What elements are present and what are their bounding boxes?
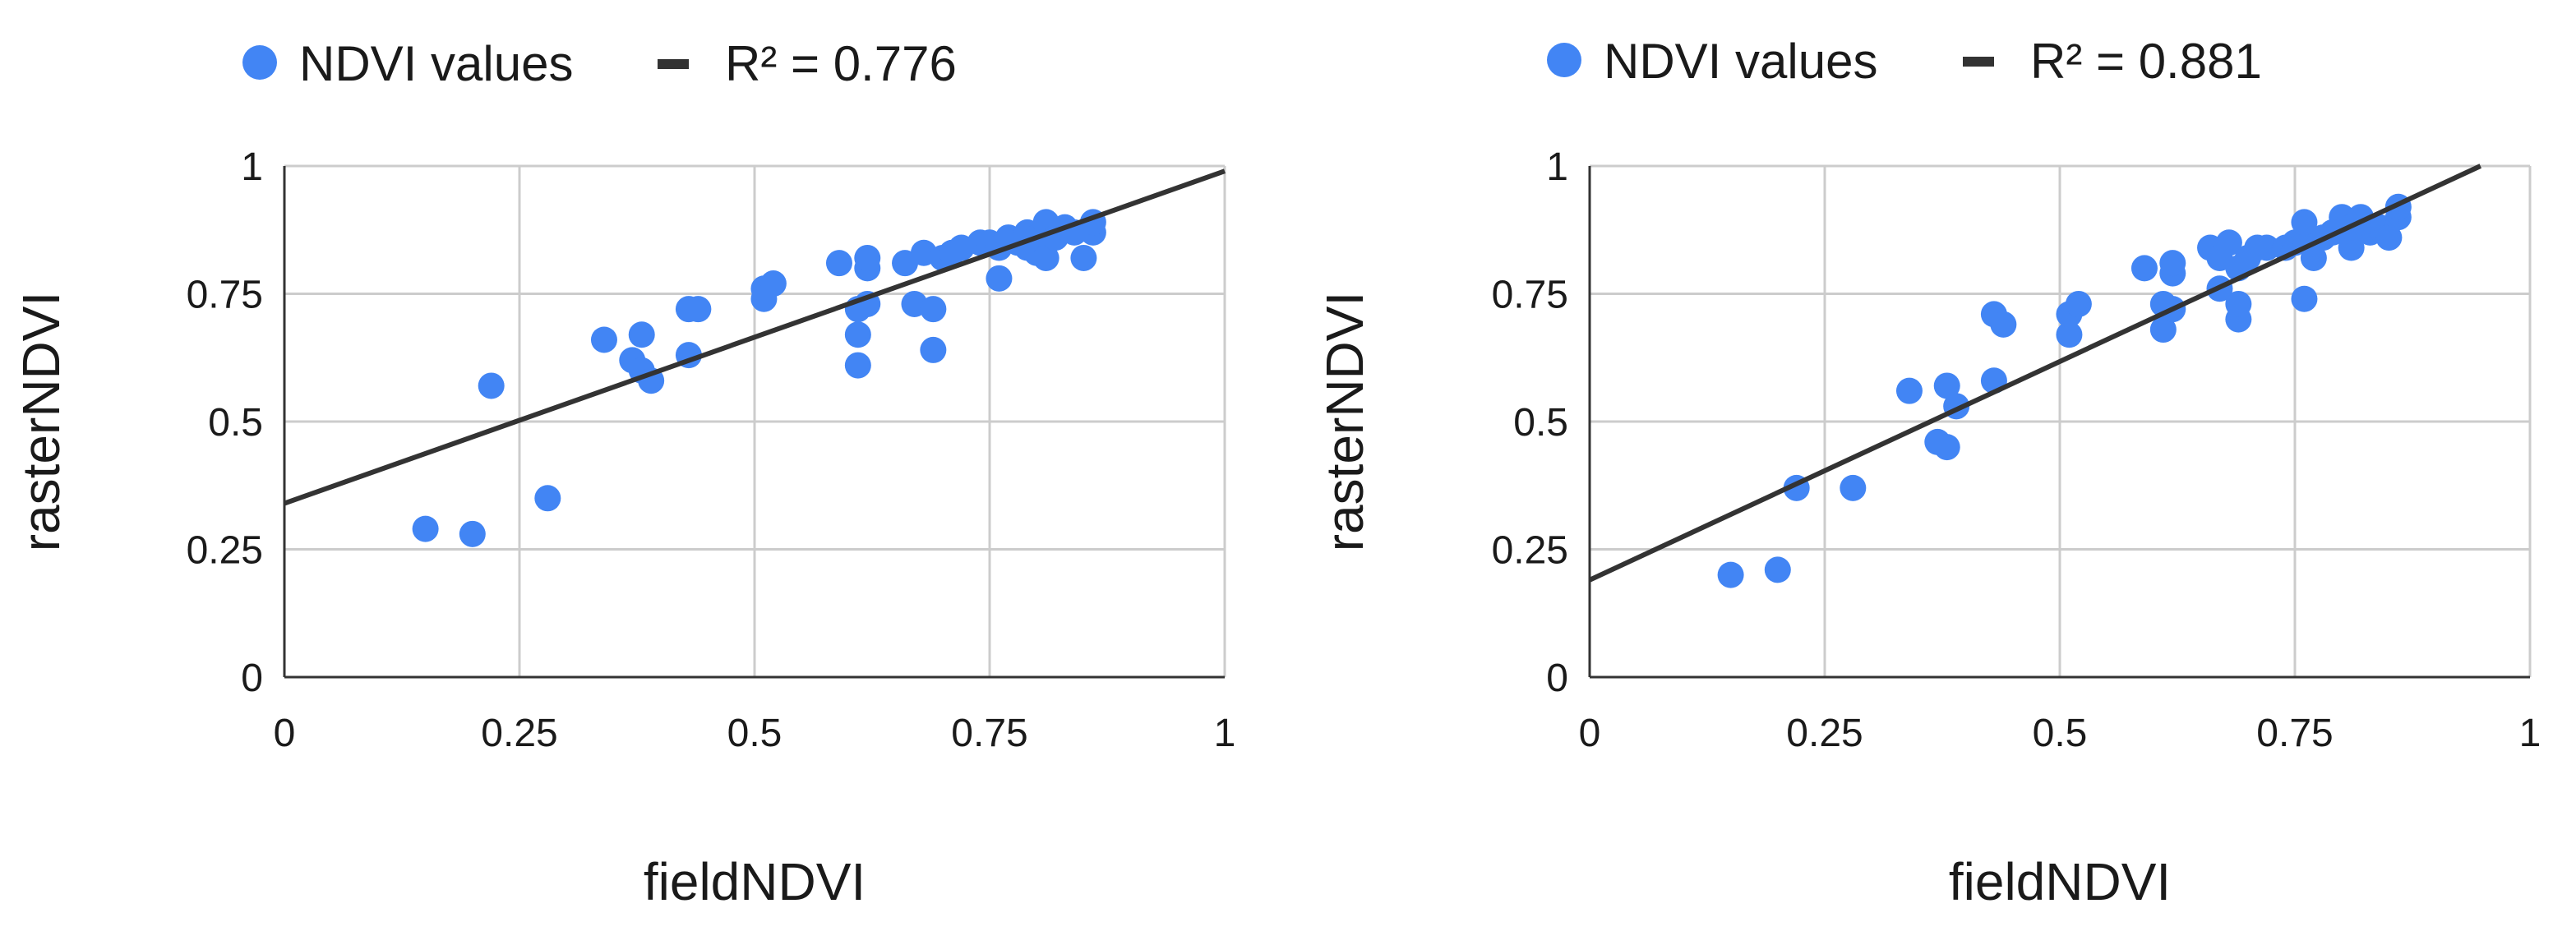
x-tick-label: 1 — [2519, 712, 2541, 755]
data-point — [1764, 556, 1791, 583]
legend-trend-marker — [1963, 57, 1994, 67]
data-point — [2065, 290, 2092, 317]
y-axis-title: rasterNDVI — [12, 292, 71, 552]
y-tick-label: 0 — [1546, 657, 1568, 700]
y-tick-label: 0.75 — [187, 274, 263, 317]
data-point — [1933, 434, 1960, 461]
x-tick-label: 0.75 — [2256, 712, 2333, 755]
data-point — [920, 296, 947, 323]
data-point — [590, 326, 617, 353]
data-point — [1990, 311, 2017, 338]
legend-trend-label: R² = 0.881 — [2030, 34, 2262, 89]
data-point — [628, 321, 655, 348]
y-tick-label: 0.25 — [187, 529, 263, 573]
data-point — [1895, 377, 1923, 404]
data-point — [844, 321, 871, 348]
y-tick-label: 0.5 — [1513, 401, 1568, 445]
x-tick-label: 0.5 — [727, 712, 782, 755]
trendline — [284, 168, 1226, 506]
data-point — [478, 372, 505, 399]
data-point — [2291, 209, 2318, 236]
data-point — [1840, 474, 1867, 501]
data-point — [1933, 372, 1960, 399]
y-tick-label: 0 — [241, 657, 263, 700]
data-point — [685, 296, 712, 323]
data-point — [1070, 244, 1097, 271]
y-axis-title: rasterNDVI — [1315, 292, 1374, 552]
y-tick-label: 1 — [1546, 145, 1568, 189]
x-tick-label: 0.5 — [2033, 712, 2088, 755]
data-point — [920, 336, 947, 363]
data-point — [2149, 316, 2177, 343]
data-point — [2291, 285, 2318, 312]
data-point — [2159, 250, 2186, 277]
data-point — [854, 244, 881, 271]
legend-series-marker — [242, 45, 277, 80]
data-point — [1032, 244, 1059, 271]
data-point — [412, 515, 439, 542]
x-tick-label: 1 — [1214, 712, 1236, 755]
data-point — [2375, 224, 2403, 251]
data-point — [986, 265, 1013, 292]
data-point — [534, 485, 561, 512]
y-tick-label: 0.75 — [1492, 274, 1568, 317]
data-point — [2225, 290, 2252, 317]
legend: NDVI values R² = 0.776 — [242, 36, 957, 91]
x-axis-title: fieldNDVI — [1949, 852, 2171, 911]
legend-trend-marker — [658, 59, 689, 69]
chart-2: 0 0.25 0.5 0.75 1 0 0.25 0.5 0.75 1 NDVI values R² … — [1315, 34, 2541, 911]
data-point — [2300, 244, 2327, 271]
x-axis-title: fieldNDVI — [644, 852, 866, 911]
data-point — [844, 352, 871, 379]
chart-1: 0 0.25 0.5 0.75 1 0 0.25 0.5 0.75 1 NDVI values R² … — [12, 36, 1235, 911]
data-point — [459, 520, 486, 547]
x-tick-label: 0.25 — [481, 712, 557, 755]
data-point — [2253, 234, 2280, 261]
trendline — [1588, 164, 2482, 583]
x-tick-label: 0.25 — [1786, 712, 1863, 755]
legend: NDVI values R² = 0.881 — [1547, 34, 2262, 89]
legend-series-label: NDVI values — [299, 36, 573, 91]
data-point — [2056, 321, 2083, 348]
y-tick-label: 1 — [241, 145, 263, 189]
x-tick-label: 0 — [1579, 712, 1601, 755]
data-point — [825, 250, 852, 277]
y-tick-label: 0.5 — [208, 401, 263, 445]
data-point — [1717, 561, 1744, 588]
legend-trend-label: R² = 0.776 — [725, 36, 957, 91]
legend-series-marker — [1547, 43, 1581, 77]
y-tick-label: 0.25 — [1492, 529, 1568, 573]
data-point — [2131, 255, 2158, 282]
data-point — [2215, 229, 2242, 256]
x-tick-label: 0.75 — [951, 712, 1027, 755]
data-point — [2338, 234, 2365, 261]
data-point — [759, 270, 787, 297]
x-tick-label: 0 — [274, 712, 296, 755]
legend-series-label: NDVI values — [1604, 34, 1877, 89]
